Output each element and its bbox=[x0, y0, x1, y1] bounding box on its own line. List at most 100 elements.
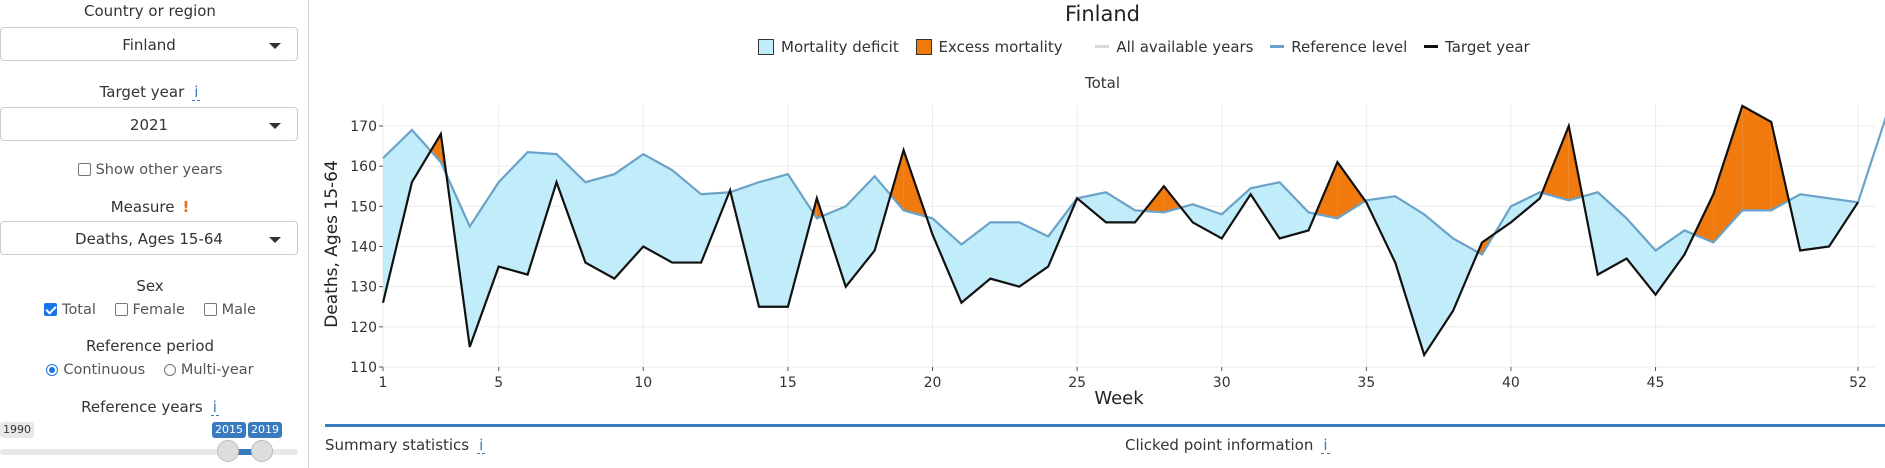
ref-period-option-label: Continuous bbox=[63, 362, 146, 378]
deficit-area bbox=[1106, 192, 1135, 223]
chevron-down-icon bbox=[269, 123, 281, 129]
deficit-area bbox=[383, 130, 412, 303]
y-tick-label: 160 bbox=[350, 159, 377, 175]
ref-period-option-label: Multi-year bbox=[180, 362, 254, 378]
reference-swatch bbox=[1270, 44, 1285, 48]
measure-label-row: Measure! bbox=[0, 198, 300, 216]
slider-to-label: 2019 bbox=[248, 422, 282, 438]
legend: Mortality deficit Excess mortality All a… bbox=[758, 37, 1542, 57]
deficit-area bbox=[585, 174, 615, 279]
info-icon[interactable]: i bbox=[192, 83, 201, 101]
y-tick-label: 130 bbox=[350, 280, 377, 296]
show-other-years-checkbox[interactable] bbox=[77, 163, 91, 176]
target-swatch bbox=[1424, 44, 1439, 48]
legend-all-years[interactable]: All available years bbox=[1095, 38, 1254, 56]
legend-reference[interactable]: Reference level bbox=[1270, 38, 1407, 56]
target-line bbox=[381, 104, 1859, 358]
sex-option-female[interactable]: Female bbox=[114, 302, 185, 318]
country-select-value: Finland bbox=[122, 36, 176, 54]
sidebar: Country or region Finland Target year i 2… bbox=[0, 0, 309, 468]
slider-min-label: 1990 bbox=[0, 422, 34, 438]
ref-years-slider-track[interactable] bbox=[0, 449, 298, 455]
chart-subtitle: Total bbox=[1084, 74, 1121, 92]
legend-excess[interactable]: Excess mortality bbox=[915, 37, 1063, 56]
continuous-radio[interactable] bbox=[46, 364, 59, 376]
summary-statistics: Summary statistics i bbox=[325, 436, 486, 454]
legend-deficit-label: Mortality deficit bbox=[781, 37, 899, 56]
y-tick-label: 150 bbox=[350, 199, 377, 215]
legend-target-label: Target year bbox=[1445, 37, 1530, 56]
x-axis-label: Week bbox=[1094, 388, 1144, 409]
show-other-years-row[interactable]: Show other years bbox=[0, 162, 300, 178]
x-tick-label: 15 bbox=[779, 375, 797, 391]
ref-years-label-row: Reference years i bbox=[0, 398, 300, 416]
x-tick-label: 52 bbox=[1849, 375, 1867, 391]
legend-excess-label: Excess mortality bbox=[938, 37, 1063, 56]
target-year-select[interactable]: 2021 bbox=[0, 107, 298, 141]
info-icon[interactable]: i bbox=[210, 398, 219, 416]
ref-period-multiyear[interactable]: Multi-year bbox=[163, 362, 254, 378]
all-years-swatch bbox=[1095, 44, 1110, 48]
deficit-area bbox=[1626, 218, 1656, 295]
y-tick-label: 170 bbox=[350, 119, 377, 135]
ref-period-label: Reference period bbox=[85, 337, 215, 355]
sex-option-label: Male bbox=[221, 302, 256, 318]
multiyear-radio[interactable] bbox=[163, 364, 176, 376]
target-year-label: Target year bbox=[99, 83, 185, 101]
ref-years-slider-range bbox=[228, 449, 262, 455]
total-checkbox[interactable] bbox=[44, 303, 58, 316]
x-tick-label: 40 bbox=[1502, 375, 1520, 391]
x-tick-label: 1 bbox=[379, 375, 388, 391]
male-checkbox[interactable] bbox=[203, 303, 217, 316]
chevron-down-icon bbox=[269, 43, 281, 49]
slider-from-label: 2015 bbox=[212, 422, 246, 438]
female-checkbox[interactable] bbox=[114, 303, 128, 316]
ref-period-continuous[interactable]: Continuous bbox=[46, 362, 145, 378]
divider bbox=[325, 424, 1885, 427]
measure-select[interactable]: Deaths, Ages 15-64 bbox=[0, 221, 298, 255]
deficit-area bbox=[1077, 192, 1107, 223]
deficit-swatch bbox=[758, 38, 774, 55]
x-tick-label: 10 bbox=[634, 375, 652, 391]
deficit-area bbox=[1510, 192, 1540, 223]
deficit-area bbox=[1279, 182, 1309, 239]
slider-to-handle[interactable] bbox=[251, 440, 273, 462]
x-tick-label: 25 bbox=[1068, 375, 1086, 391]
target-year-label-row: Target year i bbox=[0, 83, 300, 101]
y-axis-label: Deaths, Ages 15-64 bbox=[322, 160, 342, 328]
slider-from-handle[interactable] bbox=[217, 440, 239, 462]
legend-target[interactable]: Target year bbox=[1424, 38, 1530, 56]
deficit-area bbox=[1800, 194, 1830, 251]
sex-label: Sex bbox=[136, 277, 164, 295]
warning-icon[interactable]: ! bbox=[182, 198, 190, 216]
legend-deficit[interactable]: Mortality deficit bbox=[758, 38, 899, 56]
deficit-area bbox=[556, 154, 586, 263]
deficit-area bbox=[961, 222, 991, 303]
sex-option-total[interactable]: Total bbox=[44, 302, 96, 318]
info-icon[interactable]: i bbox=[477, 436, 486, 454]
x-tick-label: 45 bbox=[1647, 375, 1665, 391]
x-tick-label: 30 bbox=[1213, 375, 1231, 391]
deficit-area bbox=[527, 152, 557, 275]
deficit-area bbox=[411, 130, 431, 183]
sex-options: Total Female Male bbox=[0, 302, 300, 318]
deficit-area bbox=[1395, 196, 1425, 355]
deficit-area bbox=[498, 152, 528, 275]
info-icon[interactable]: i bbox=[1321, 436, 1330, 454]
chart-title: Finland bbox=[1064, 2, 1141, 26]
deficit-area bbox=[990, 222, 1020, 287]
deficit-area bbox=[643, 154, 673, 263]
chevron-down-icon bbox=[269, 237, 281, 243]
y-tick-label: 110 bbox=[350, 360, 377, 376]
legend-reference-label: Reference level bbox=[1291, 37, 1408, 56]
deficit-area bbox=[1453, 238, 1478, 311]
deficit-area bbox=[874, 176, 891, 251]
target-year-select-value: 2021 bbox=[129, 116, 169, 134]
excess-area bbox=[430, 134, 441, 163]
y-tick-label: 120 bbox=[350, 320, 377, 336]
sex-option-male[interactable]: Male bbox=[203, 302, 256, 318]
x-tick-label: 5 bbox=[494, 375, 503, 391]
country-select[interactable]: Finland bbox=[0, 27, 298, 61]
deficit-area bbox=[672, 170, 702, 263]
